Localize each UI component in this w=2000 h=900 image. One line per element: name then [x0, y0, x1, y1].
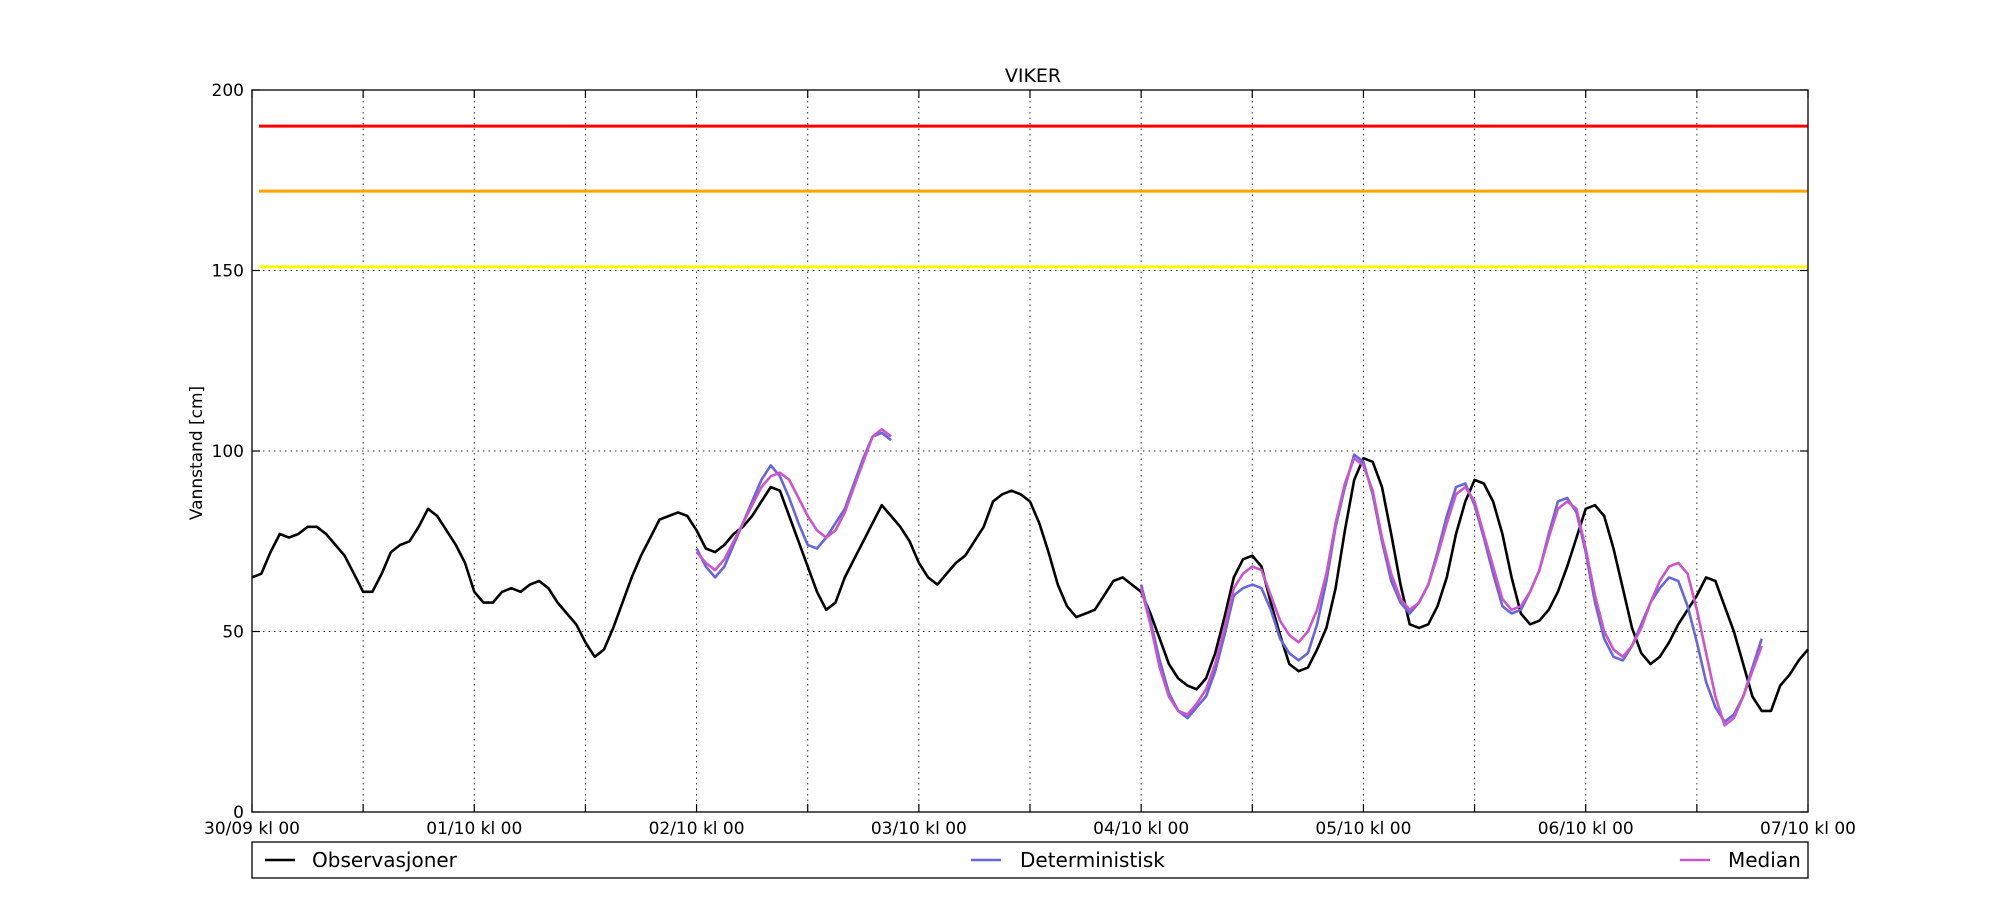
x-tick-label: 06/10 kl 00: [1538, 819, 1634, 839]
y-tick-label: 100: [212, 442, 244, 462]
series-line: [695, 428, 1763, 727]
y-tick-label: 0: [233, 803, 244, 823]
series-line: [251, 456, 1809, 713]
legend-box: [251, 841, 1809, 879]
chart-title: VIKER: [1005, 65, 1061, 87]
legend-label: Observasjoner: [312, 848, 458, 872]
x-tick-label: 03/10 kl 00: [871, 819, 967, 839]
grid: [252, 90, 1808, 812]
series-lines: [251, 428, 1809, 727]
threshold-lines: [259, 124, 1808, 269]
legend-label: Deterministisk: [1020, 848, 1165, 872]
x-tick-label: 01/10 kl 00: [426, 819, 522, 839]
x-tick-label: 02/10 kl 00: [649, 819, 745, 839]
series-line: [695, 431, 1763, 724]
x-tick-label: 30/09 kl 00: [204, 819, 300, 839]
x-tick-label: 07/10 kl 00: [1760, 819, 1856, 839]
y-tick-label: 200: [212, 81, 244, 101]
x-tick-label: 05/10 kl 00: [1315, 819, 1411, 839]
x-tick-label: 04/10 kl 00: [1093, 819, 1189, 839]
y-axis-label: Vannstand [cm]: [187, 386, 207, 520]
y-tick-label: 150: [212, 262, 244, 282]
plot-frame: [251, 89, 1809, 813]
legend: Observasjoner Deterministisk Median: [251, 841, 1809, 879]
legend-label: Median: [1728, 848, 1801, 872]
y-tick-label: 50: [222, 623, 244, 643]
axis-ticks: 0 50 100 150 200 30/09 kl 00 01/10 kl 00 02/10 …: [204, 81, 1856, 839]
